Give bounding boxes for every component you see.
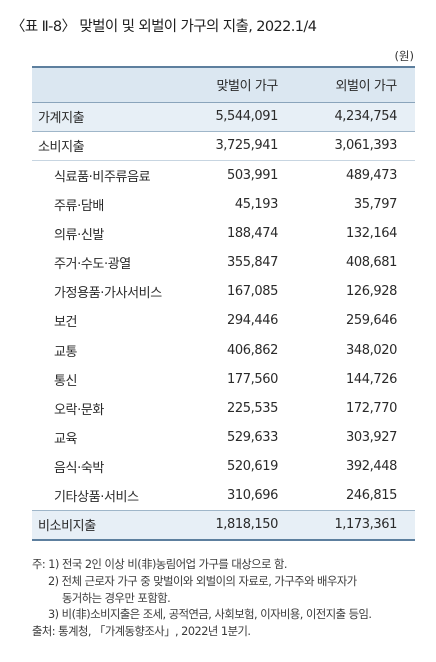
single-value: 4,234,754	[296, 102, 415, 132]
table-row: 가정용품·가사서비스 167,085 126,928	[32, 277, 415, 306]
header-category	[32, 66, 184, 103]
row-label: 음식·숙박	[54, 461, 104, 477]
single-value: 392,448	[346, 459, 397, 475]
single-value: 132,164	[346, 225, 397, 241]
row-label: 보건	[54, 315, 78, 331]
source-note: 출처: 통계청, 「가계동향조사」, 2022년 1분기.	[32, 625, 251, 639]
dual-value: 294,446	[227, 313, 278, 329]
single-value: 259,646	[346, 313, 397, 329]
dual-value: 167,085	[227, 284, 278, 300]
table-row: 오락·문화 225,535 172,770	[32, 394, 415, 423]
single-value: 348,020	[346, 342, 397, 358]
single-value: 246,815	[296, 481, 415, 512]
row-label: 통신	[54, 373, 78, 389]
table-row: 주거·수도·광열 355,847 408,681	[32, 248, 415, 277]
table-row: 의류·신발 188,474 132,164	[32, 219, 415, 248]
dual-value: 225,535	[227, 400, 278, 416]
table-title: 〈표 Ⅱ-8〉 맞벌이 및 외벌이 가구의 지출, 2022.1/4	[11, 19, 317, 35]
row-label: 교통	[54, 344, 78, 360]
dual-value: 529,633	[227, 430, 278, 446]
single-value: 126,928	[346, 284, 397, 300]
table-row: 가계지출 5,544,091 4,234,754	[32, 102, 415, 132]
dual-value: 3,725,941	[184, 131, 296, 161]
unit-label: (원)	[394, 49, 414, 63]
header-dual-income: 맞벌이 가구	[184, 66, 296, 103]
table-row: 식료품·비주류음료 503,991 489,473	[32, 160, 415, 189]
single-value: 303,927	[346, 430, 397, 446]
table-row: 기타상품·서비스 310,696 246,815	[32, 481, 415, 512]
header-single-income: 외벌이 가구	[296, 66, 415, 103]
dual-value: 1,818,150	[184, 510, 296, 541]
row-label: 주거·수도·광열	[54, 257, 131, 273]
expenditure-table: 맞벌이 가구 외벌이 가구 가계지출 5,544,091 4,234,754 소…	[32, 66, 415, 541]
table-row: 비소비지출 1,818,150 1,173,361	[32, 510, 415, 541]
single-value: 1,173,361	[296, 510, 415, 541]
row-label: 비소비지출	[32, 510, 184, 541]
dual-value: 503,991	[227, 167, 278, 183]
note-2-continued: 동거하는 경우만 포함함.	[62, 591, 171, 605]
table-row: 보건 294,446 259,646	[32, 306, 415, 335]
dual-value: 177,560	[227, 371, 278, 387]
table-header-row: 맞벌이 가구 외벌이 가구	[32, 66, 415, 103]
row-label: 기타상품·서비스	[32, 481, 184, 512]
dual-value: 520,619	[227, 459, 278, 475]
table-row: 교통 406,862 348,020	[32, 336, 415, 365]
dual-value: 310,696	[184, 481, 296, 512]
table-row: 주류·담배 45,193 35,797	[32, 190, 415, 219]
table-row: 소비지출 3,725,941 3,061,393	[32, 131, 415, 161]
note-3: 3) 비(非)소비지출은 조세, 공적연금, 사회보험, 이자비용, 이전지출 …	[48, 608, 372, 622]
row-label: 소비지출	[32, 131, 184, 161]
note-2: 2) 전체 근로자 가구 중 맞벌이와 외벌이의 자료로, 가구주와 배우자가	[48, 574, 357, 588]
table-notes: 주: 1) 전국 2인 이상 비(非)농림어업 가구를 대상으로 함. 2) 전…	[32, 557, 430, 641]
table-row: 통신 177,560 144,726	[32, 365, 415, 394]
single-value: 3,061,393	[296, 131, 415, 161]
dual-value: 406,862	[227, 342, 278, 358]
row-label: 주류·담배	[54, 198, 104, 214]
dual-value: 45,193	[234, 196, 278, 212]
single-value: 172,770	[346, 400, 397, 416]
single-value: 144,726	[346, 371, 397, 387]
dual-value: 5,544,091	[184, 102, 296, 132]
row-label: 식료품·비주류음료	[54, 169, 151, 185]
dual-value: 355,847	[227, 255, 278, 271]
single-value: 35,797	[353, 196, 397, 212]
table-row: 음식·숙박 520,619 392,448	[32, 452, 415, 481]
single-value: 489,473	[346, 167, 397, 183]
single-value: 408,681	[346, 255, 397, 271]
note-1: 주: 1) 전국 2인 이상 비(非)농림어업 가구를 대상으로 함.	[32, 558, 288, 571]
row-label: 의류·신발	[54, 227, 104, 243]
row-label: 교육	[54, 432, 78, 448]
table-row: 교육 529,633 303,927	[32, 423, 415, 452]
row-label: 오락·문화	[54, 402, 104, 418]
dual-value: 188,474	[227, 225, 278, 241]
row-label: 가정용품·가사서비스	[54, 286, 162, 302]
row-label: 가계지출	[32, 102, 184, 132]
